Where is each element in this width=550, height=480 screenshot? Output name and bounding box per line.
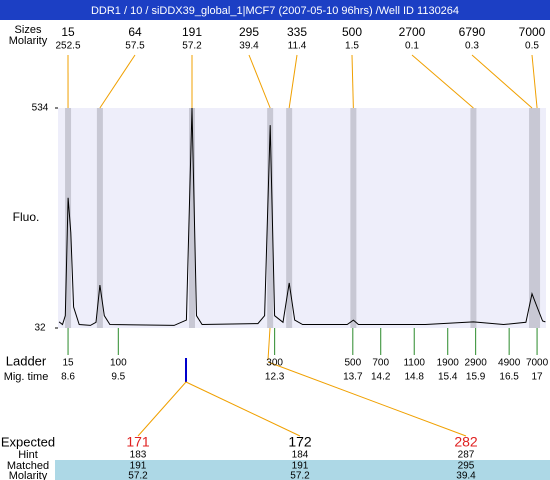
- peak-connector: [531, 54, 538, 109]
- peak-size: 6790: [459, 25, 486, 39]
- ladder-time: 12.3: [265, 372, 285, 383]
- ladder-size: 15: [62, 358, 74, 369]
- peak-connector: [351, 54, 354, 109]
- ladder-time: 17: [532, 372, 544, 383]
- peak-molarity: 0.3: [465, 41, 479, 52]
- ladder-size: 2900: [465, 358, 488, 369]
- ladder-size: 4900: [498, 358, 521, 369]
- ladder-size: 1100: [403, 358, 425, 369]
- ladder-size: 300: [266, 358, 283, 369]
- peak-molarity: 57.5: [125, 41, 145, 52]
- expected-label: Expected: [1, 434, 55, 449]
- ladder-label: Ladder: [6, 353, 47, 368]
- expected-size: 172: [288, 434, 312, 450]
- peak-molarity: 1.5: [345, 41, 359, 52]
- matched-molarity: 39.4: [456, 471, 476, 480]
- hint-label: Hint: [18, 449, 38, 461]
- connector: [267, 361, 467, 437]
- molarity-label: Molarity: [9, 35, 48, 47]
- peak-molarity: 11.4: [288, 41, 307, 52]
- ladder-time: 15.9: [466, 372, 486, 383]
- peak-molarity: 252.5: [55, 41, 80, 52]
- peak-size: 7000: [519, 25, 546, 39]
- plot-area: [58, 108, 546, 328]
- matched-molarity: 57.2: [290, 471, 310, 480]
- peak-molarity: 39.4: [239, 41, 259, 52]
- matched-band: [55, 460, 550, 480]
- ladder-time: 16.5: [499, 372, 519, 383]
- ladder-size: 500: [344, 358, 361, 369]
- connector: [267, 327, 271, 361]
- peak-molarity: 57.2: [182, 41, 202, 52]
- ladder-time: 14.2: [371, 372, 391, 383]
- title: DDR1 / 10 / siDDX39_global_1|MCF7 (2007-…: [91, 5, 459, 17]
- peak-band: [267, 108, 274, 328]
- hint-size: 184: [292, 450, 309, 461]
- ladder-size: 1900: [437, 358, 460, 369]
- hint-size: 183: [130, 450, 147, 461]
- mig-time-label: Mig. time: [4, 371, 49, 383]
- peak-connector: [99, 54, 136, 109]
- matched-size: 295: [458, 461, 475, 472]
- y-axis-label: Fluo.: [13, 210, 40, 224]
- sizes-label: Sizes: [15, 24, 42, 36]
- peak-size: 335: [287, 25, 307, 39]
- hint-size: 287: [458, 450, 475, 461]
- matched-size: 191: [292, 461, 309, 472]
- matched-molarity: 57.2: [128, 471, 148, 480]
- y-tick-label: 534: [32, 103, 49, 114]
- molarity-row-label: Molarity: [9, 470, 48, 480]
- connector: [185, 381, 301, 437]
- ladder-time: 8.6: [61, 372, 75, 383]
- peak-band: [350, 108, 357, 328]
- peak-connector: [288, 54, 298, 109]
- y-tick-label: 32: [34, 323, 46, 334]
- peak-connector: [248, 54, 271, 109]
- peak-size: 15: [61, 25, 75, 39]
- ladder-time: 13.7: [343, 372, 363, 383]
- ladder-time: 14.8: [404, 372, 424, 383]
- matched-size: 191: [130, 461, 147, 472]
- peak-size: 295: [239, 25, 259, 39]
- ladder-size: 7000: [526, 358, 549, 369]
- expected-size: 282: [454, 434, 478, 450]
- expected-size: 171: [126, 434, 150, 450]
- peak-size: 64: [128, 25, 142, 39]
- peak-molarity: 0.1: [405, 41, 419, 52]
- ladder-time: 15.4: [438, 372, 458, 383]
- peak-size: 2700: [399, 25, 426, 39]
- peak-size: 191: [182, 25, 202, 39]
- trace: [58, 107, 546, 326]
- peak-band: [96, 108, 103, 328]
- title-bar: [0, 0, 550, 20]
- ladder-size: 700: [372, 358, 389, 369]
- peak-band: [534, 108, 541, 328]
- ladder-size: 100: [110, 358, 127, 369]
- peak-band: [286, 108, 293, 328]
- peak-band: [529, 108, 536, 328]
- connector: [137, 381, 187, 437]
- ladder-time: 9.5: [111, 372, 125, 383]
- peak-band: [470, 108, 477, 328]
- peak-molarity: 0.5: [525, 41, 539, 52]
- peak-size: 500: [342, 25, 362, 39]
- matched-label: Matched: [7, 460, 49, 472]
- peak-connector: [411, 54, 474, 109]
- peak-connector: [471, 54, 533, 109]
- peak-band: [189, 108, 196, 328]
